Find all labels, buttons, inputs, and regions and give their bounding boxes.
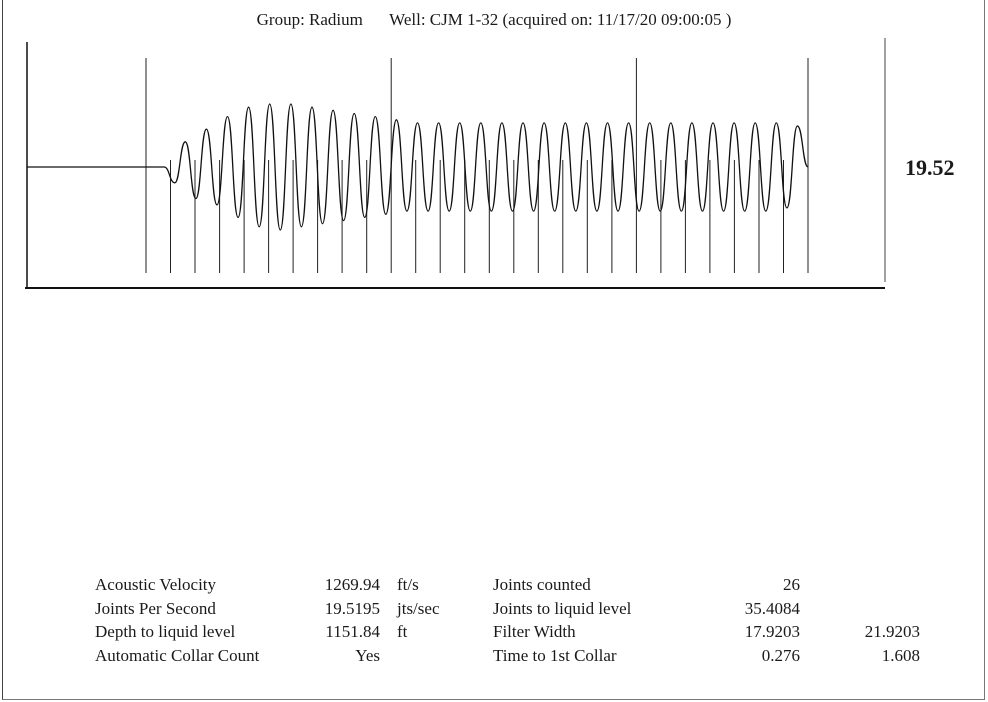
stat-value: 1151.84 <box>325 622 380 641</box>
stat-label: Automatic Collar Count <box>95 645 260 665</box>
stat-value2: 0.276 <box>761 645 800 665</box>
stat-value2: 17.9203 <box>744 622 800 641</box>
stat-label2: Filter Width <box>493 622 576 641</box>
stat-label2: Joints counted <box>493 575 591 594</box>
stat-value: 19.5195 <box>324 598 380 618</box>
stat-label: Depth to liquid level <box>95 622 236 641</box>
stat-value3: 1.608 <box>881 645 920 665</box>
stat-unit: ft/s <box>397 575 419 594</box>
stat-value: 1269.94 <box>324 575 380 594</box>
stat-label2: Joints to liquid level <box>493 598 632 618</box>
stat-label: Joints Per Second <box>95 598 216 618</box>
stat-unit <box>397 644 440 668</box>
readout-value: 19.52 <box>905 155 955 180</box>
group-label: Group: Radium <box>256 10 363 29</box>
stat-value3 <box>825 597 920 621</box>
stat-value2: 26 <box>783 575 800 594</box>
stat-value: Yes <box>355 645 380 665</box>
stat-unit: jts/sec <box>397 598 440 618</box>
chart-header: Group: Radium Well: CJM 1-32 (acquired o… <box>0 10 988 30</box>
acoustic-trace-chart <box>25 38 886 289</box>
stat-value3: 21.9203 <box>864 622 920 641</box>
stat-unit: ft <box>397 622 408 641</box>
stat-value3 <box>825 573 920 597</box>
stat-label2: Time to 1st Collar <box>493 645 617 665</box>
well-label: Well: CJM 1-32 (acquired on: 11/17/20 09… <box>389 10 732 29</box>
stat-label: Acoustic Velocity <box>95 575 217 594</box>
acoustic-trace-line <box>27 103 809 231</box>
stat-value2: 35.4084 <box>744 598 800 618</box>
